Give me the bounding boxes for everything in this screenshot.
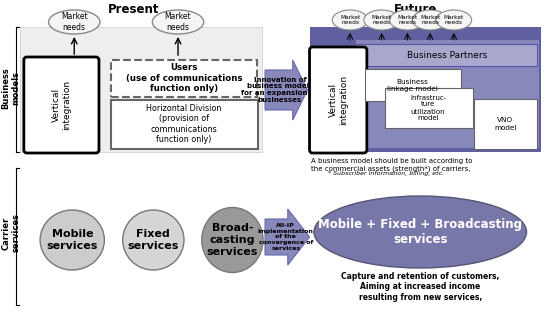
Text: Business
models: Business models	[1, 67, 21, 109]
Text: Mobile + Fixed + Broadcasting
services: Mobile + Fixed + Broadcasting services	[318, 218, 522, 246]
Ellipse shape	[436, 10, 472, 30]
FancyBboxPatch shape	[357, 44, 537, 66]
FancyBboxPatch shape	[474, 99, 537, 149]
Text: Carrier
services: Carrier services	[1, 214, 21, 253]
Ellipse shape	[40, 210, 104, 270]
FancyBboxPatch shape	[310, 47, 367, 153]
FancyBboxPatch shape	[356, 40, 539, 148]
Text: Users
(use of communications
function only): Users (use of communications function on…	[126, 63, 242, 93]
Text: VNO
model: VNO model	[494, 117, 516, 130]
FancyBboxPatch shape	[111, 100, 258, 149]
Text: Mobile
services: Mobile services	[47, 229, 98, 251]
FancyBboxPatch shape	[310, 27, 541, 152]
Text: A business model should be built according to
the commercial assets (strength*) : A business model should be built accordi…	[311, 158, 473, 171]
FancyBboxPatch shape	[365, 69, 461, 101]
Text: Vertical
integration: Vertical integration	[328, 75, 348, 125]
Ellipse shape	[364, 10, 399, 30]
Ellipse shape	[314, 196, 526, 268]
Text: Business Partners: Business Partners	[407, 50, 487, 60]
Ellipse shape	[48, 10, 100, 34]
Text: Fixed
services: Fixed services	[128, 229, 179, 251]
Text: Market
needs: Market needs	[340, 14, 360, 26]
Bar	[111, 60, 257, 97]
Text: Business
linkage model: Business linkage model	[387, 78, 438, 91]
Text: Market
needs: Market needs	[420, 14, 440, 26]
Text: Infrastruc-
ture
utilization
model: Infrastruc- ture utilization model	[410, 94, 446, 122]
Text: Market
needs: Market needs	[372, 14, 392, 26]
Text: All-IP
implementation
of the
convergence of
services: All-IP implementation of the convergence…	[258, 223, 314, 251]
Polygon shape	[265, 60, 307, 120]
FancyBboxPatch shape	[384, 88, 472, 128]
Polygon shape	[265, 209, 310, 265]
Ellipse shape	[202, 208, 263, 272]
Text: Market
needs: Market needs	[165, 12, 191, 32]
Text: Vertical
integration: Vertical integration	[52, 80, 71, 130]
Ellipse shape	[332, 10, 368, 30]
Text: Broad-
casting
services: Broad- casting services	[207, 223, 258, 257]
Ellipse shape	[389, 10, 425, 30]
Text: Market
needs: Market needs	[444, 14, 464, 26]
Text: Present: Present	[108, 3, 159, 16]
Ellipse shape	[412, 10, 448, 30]
Text: * Subscriber information, billing, etc.: * Subscriber information, billing, etc.	[328, 171, 444, 176]
Ellipse shape	[152, 10, 204, 34]
Text: Capture and retention of customers,
Aiming at increased income
resulting from ne: Capture and retention of customers, Aimi…	[341, 272, 499, 302]
Ellipse shape	[123, 210, 184, 270]
FancyBboxPatch shape	[20, 27, 262, 152]
Text: Market
needs: Market needs	[61, 12, 87, 32]
Text: Future: Future	[394, 3, 437, 16]
Text: Innovation of
business models
for an expansion of
businesses: Innovation of business models for an exp…	[241, 77, 318, 104]
FancyBboxPatch shape	[24, 57, 99, 153]
Text: Horizontal Division
(provision of
communications
function only): Horizontal Division (provision of commun…	[146, 104, 222, 144]
Text: Market
needs: Market needs	[397, 14, 417, 26]
